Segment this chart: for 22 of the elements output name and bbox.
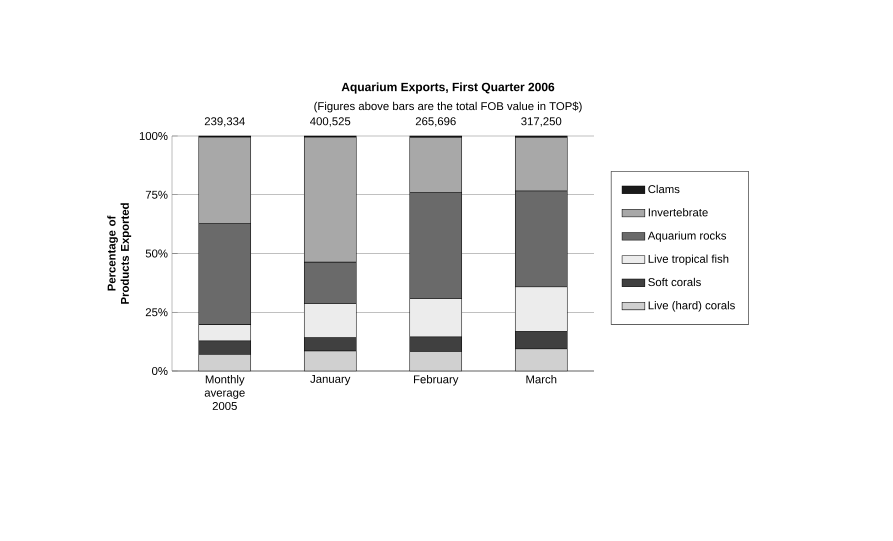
legend-label: Soft corals	[648, 278, 701, 286]
y-tick-label: 75%	[146, 190, 168, 199]
x-tick-label: Monthly average 2005	[204, 375, 245, 410]
y-tick-label: 25%	[146, 308, 168, 316]
y-axis-title: Percentage of Products Exported	[107, 203, 132, 304]
x-tick-label: March	[526, 375, 556, 384]
annotation: 317,250	[521, 117, 562, 127]
legend-label: Live (hard) corals	[648, 301, 735, 312]
legend-label: Aquarium rocks	[648, 231, 726, 242]
legend-label: Live tropical fish	[648, 254, 728, 266]
legend-label: Invertebrate	[648, 208, 708, 216]
annotation: 265,696	[416, 117, 456, 127]
x-tick-label: February	[414, 375, 458, 386]
annotation: 239,334	[204, 117, 245, 127]
y-tick-label: 50%	[146, 249, 168, 258]
chart-subtitle: (Figures above bars are the total FOB value in TOP$)	[314, 102, 582, 112]
legend-label: Clams	[648, 184, 680, 194]
annotation: 400,525	[310, 117, 350, 127]
chart-title: Aquarium Exports, First Quarter 2006	[342, 82, 554, 94]
y-tick-label: 100%	[140, 132, 168, 140]
x-tick-label: January	[310, 375, 350, 386]
y-tick-label: 0%	[152, 366, 168, 375]
